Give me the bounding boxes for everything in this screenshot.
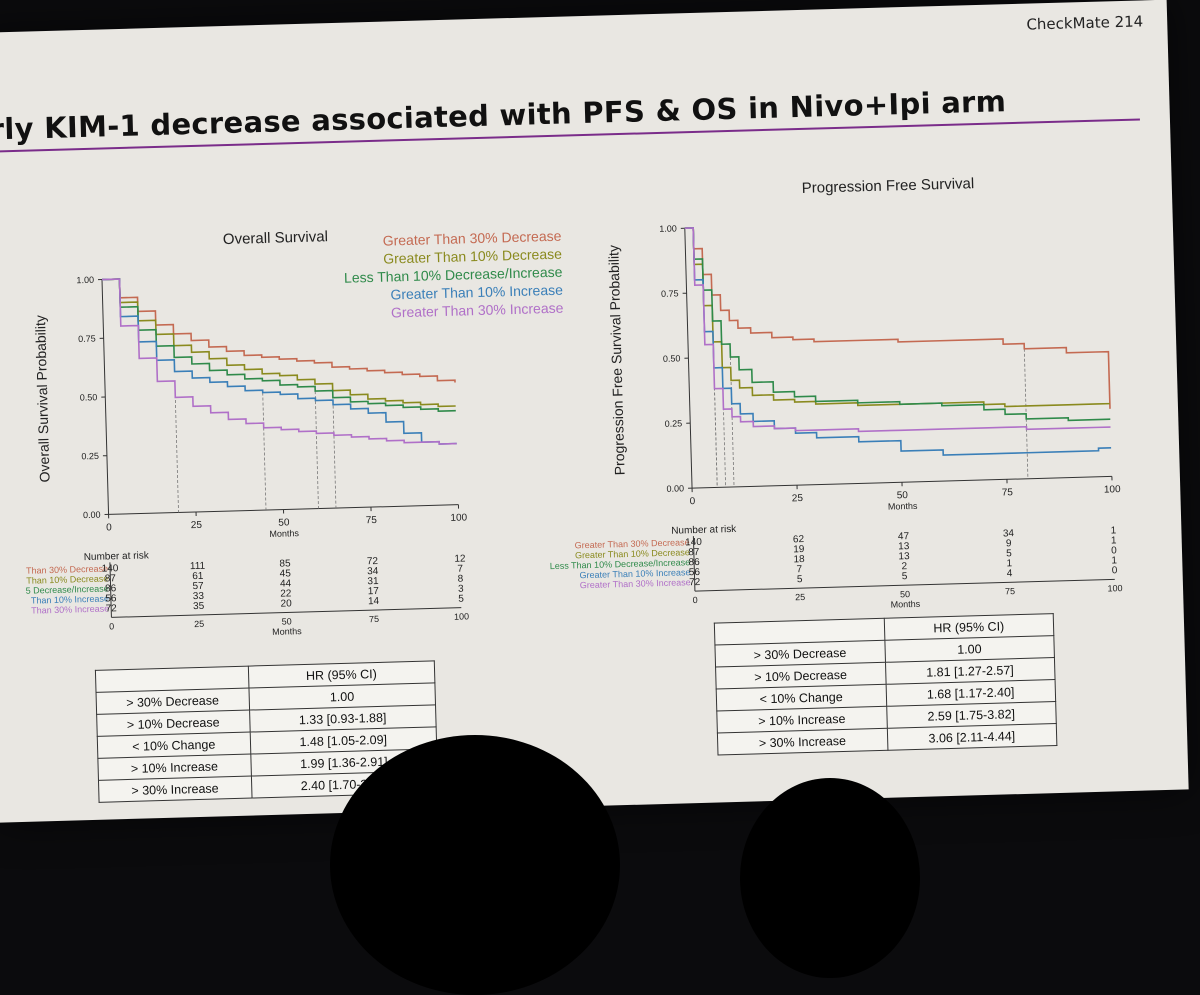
os-chart-title: Overall Survival <box>223 228 328 248</box>
survival-curve-3 <box>685 216 1110 430</box>
median-line <box>315 391 318 508</box>
x-tick-label: 75 <box>1002 487 1014 498</box>
risk-count: 35 <box>193 601 205 612</box>
survival-curve-1 <box>685 216 1110 420</box>
risk-count: 5 <box>902 571 908 582</box>
risk-table-title: Number at risk <box>671 524 737 537</box>
risk-x-tick-label: 25 <box>194 619 204 629</box>
presentation-slide: CheckMate 214 rly KIM-1 decrease associa… <box>0 0 1189 823</box>
x-tick-label: 0 <box>689 496 695 507</box>
trial-badge: CheckMate 214 <box>1026 12 1143 33</box>
x-tick-label: 100 <box>1104 484 1121 495</box>
risk-table-title: Number at risk <box>84 550 150 563</box>
x-axis-label: Months <box>269 528 299 539</box>
audience-head-right <box>740 778 920 978</box>
risk-x-tick-label: 50 <box>281 616 291 626</box>
risk-x-tick-label: 50 <box>900 589 910 599</box>
hr-label: > 30% Increase <box>98 776 251 802</box>
median-line <box>333 391 336 508</box>
median-line <box>263 393 266 510</box>
survival-curve-2 <box>685 216 1110 415</box>
x-tick-label: 50 <box>897 490 909 501</box>
risk-count: 14 <box>368 596 380 607</box>
risk-count: 4 <box>1007 568 1013 579</box>
risk-x-axis-label: Months <box>890 599 920 610</box>
y-tick-label: 1.00 <box>659 223 677 233</box>
risk-count: 20 <box>280 598 292 609</box>
y-tick-label: 0.00 <box>83 510 101 520</box>
x-tick-label: 50 <box>278 517 290 528</box>
risk-count: 5 <box>458 594 464 605</box>
risk-x-axis-label: Months <box>272 626 302 637</box>
x-tick-label: 25 <box>191 520 203 531</box>
risk-row-label: Than 30% Increase <box>31 603 109 615</box>
risk-x-tick-label: 75 <box>1005 586 1015 596</box>
hr-label: > 30% Increase <box>717 728 887 755</box>
risk-x-tick-label: 0 <box>693 595 698 605</box>
x-tick-label: 100 <box>450 512 467 523</box>
y-axis-label: Overall Survival Probability <box>32 315 53 483</box>
x-tick-label: 0 <box>106 522 112 533</box>
y-tick-label: 0.25 <box>665 418 683 428</box>
median-line <box>175 395 178 512</box>
y-tick-label: 0.00 <box>666 483 684 493</box>
x-tick-label: 25 <box>792 493 804 504</box>
risk-row-label: Greater Than 30% Increase <box>580 577 691 590</box>
pfs-chart-title: Progression Free Survival <box>801 175 974 197</box>
risk-x-tick-label: 100 <box>1107 583 1122 593</box>
survival-curve-2 <box>102 270 456 416</box>
y-tick-label: 0.25 <box>81 451 99 461</box>
risk-x-tick-label: 25 <box>795 592 805 602</box>
survival-curve-3 <box>102 270 456 421</box>
audience-head-left <box>330 735 620 995</box>
y-axis-label: Progression Free Survival Probability <box>605 245 627 476</box>
risk-x-tick-label: 100 <box>454 611 469 621</box>
risk-x-tick-label: 75 <box>369 614 379 624</box>
y-tick-label: 0.50 <box>80 392 98 402</box>
risk-x-tick-label: 0 <box>109 621 114 631</box>
x-axis-label: Months <box>888 501 918 512</box>
y-tick-label: 0.75 <box>78 333 96 343</box>
risk-count: 5 <box>797 574 803 585</box>
risk-count: 0 <box>1112 565 1118 576</box>
y-tick-label: 0.75 <box>661 288 679 298</box>
x-tick-label: 75 <box>366 515 378 526</box>
y-tick-label: 0.50 <box>663 353 681 363</box>
survival-curve-4 <box>102 270 457 454</box>
y-tick-label: 1.00 <box>76 275 94 285</box>
hr-value: 3.06 [2.11-4.44] <box>887 724 1057 751</box>
